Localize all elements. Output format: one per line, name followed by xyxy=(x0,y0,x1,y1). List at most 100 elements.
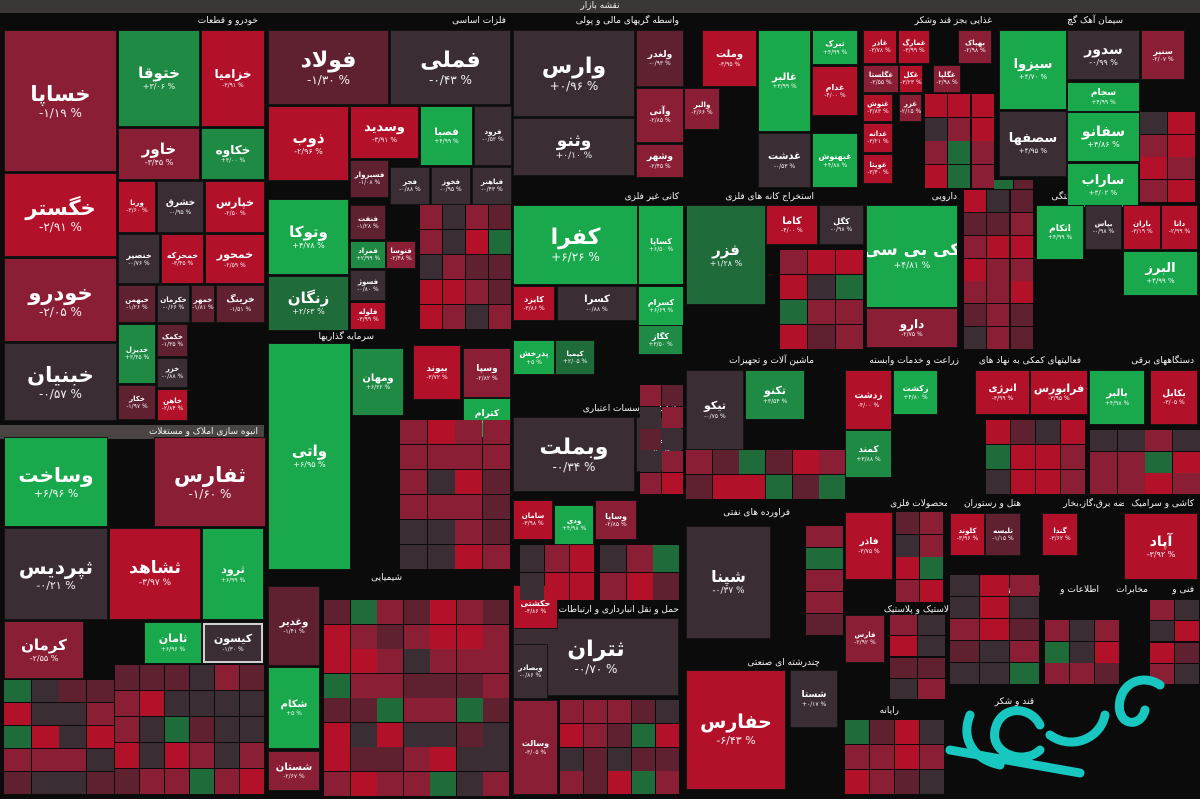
small-tile[interactable] xyxy=(420,280,442,304)
small-tile[interactable] xyxy=(1061,420,1085,444)
treemap-tile[interactable]: فجر -۰/۸۸ % xyxy=(390,167,430,205)
small-tile[interactable] xyxy=(948,141,970,164)
treemap-tile[interactable]: خزر -۰/۸۸ % xyxy=(157,358,188,388)
small-tile[interactable] xyxy=(890,615,917,635)
small-tile[interactable] xyxy=(1011,304,1033,326)
treemap-tile[interactable]: خزامیا -۳/۹۱ % xyxy=(201,30,265,127)
treemap-tile[interactable]: غگلپا -۲/۹۸ % xyxy=(933,65,961,93)
small-tile[interactable] xyxy=(925,94,947,117)
small-tile[interactable] xyxy=(351,698,377,722)
treemap-tile[interactable]: ثرود +۶/۹۹ % xyxy=(202,528,264,620)
small-tile[interactable] xyxy=(1150,664,1174,684)
small-tile[interactable] xyxy=(489,305,511,329)
treemap-tile[interactable]: وغدیر -۱/۴۱ % xyxy=(268,586,320,666)
treemap-tile[interactable]: دارو -۲/۷۵ % xyxy=(866,308,958,348)
small-tile[interactable] xyxy=(980,597,1009,618)
treemap-tile[interactable]: غدام -۴/۰۰ % xyxy=(812,66,858,116)
treemap-tile[interactable]: زنگان +۲/۶۳ % xyxy=(268,276,349,331)
treemap-tile[interactable]: زکشت +۴/۸۰ % xyxy=(893,370,938,415)
small-tile[interactable] xyxy=(584,748,607,771)
treemap-tile[interactable]: فمراد +۲/۹۹ % xyxy=(350,241,386,269)
small-tile[interactable] xyxy=(190,665,214,690)
small-tile[interactable] xyxy=(545,573,569,600)
small-tile[interactable] xyxy=(1173,452,1200,473)
treemap-tile[interactable]: ودی +۴/۹۸ % xyxy=(554,505,594,545)
small-tile[interactable] xyxy=(994,180,1013,189)
small-tile[interactable] xyxy=(377,747,403,771)
small-tile[interactable] xyxy=(324,747,350,771)
small-tile[interactable] xyxy=(1011,470,1035,494)
treemap-tile[interactable]: فنفت -۱/۲۸ % xyxy=(350,205,386,240)
treemap-tile[interactable]: خبنیان -۰/۵۷ % xyxy=(4,343,117,421)
small-tile[interactable] xyxy=(404,625,430,649)
treemap-tile[interactable]: والبر -۲/۶۶ % xyxy=(684,88,720,130)
treemap-tile[interactable]: تکنو +۳/۵۴ % xyxy=(745,370,805,420)
small-tile[interactable] xyxy=(836,325,863,349)
small-tile[interactable] xyxy=(1011,259,1033,281)
small-tile[interactable] xyxy=(430,772,456,796)
treemap-tile[interactable]: غزر -۲/۱۵ % xyxy=(899,94,922,122)
small-tile[interactable] xyxy=(466,255,488,279)
small-tile[interactable] xyxy=(895,720,919,744)
treemap-tile[interactable]: ورنا -۳/۶۰ % xyxy=(118,181,156,233)
small-tile[interactable] xyxy=(545,545,569,572)
treemap-tile[interactable]: گندا -۳/۶۲ % xyxy=(1042,513,1078,556)
small-tile[interactable] xyxy=(600,545,626,572)
small-tile[interactable] xyxy=(1145,430,1172,451)
small-tile[interactable] xyxy=(1118,473,1145,494)
treemap-tile[interactable]: شکام +۵ % xyxy=(268,667,320,749)
small-tile[interactable] xyxy=(964,281,986,303)
treemap-tile[interactable]: سصفها +۴/۹۵ % xyxy=(999,111,1067,177)
small-tile[interactable] xyxy=(1168,135,1195,157)
small-tile[interactable] xyxy=(32,703,59,725)
small-tile[interactable] xyxy=(215,743,239,768)
treemap-tile[interactable]: کرمان -۲/۵۵ % xyxy=(4,621,84,679)
small-tile[interactable] xyxy=(972,94,994,117)
small-tile[interactable] xyxy=(32,772,59,794)
small-tile[interactable] xyxy=(400,420,427,444)
treemap-tile[interactable]: ثفارس -۱/۶۰ % xyxy=(154,437,266,527)
small-tile[interactable] xyxy=(1090,452,1117,473)
small-tile[interactable] xyxy=(165,717,189,742)
treemap-tile[interactable]: شستا +۰/۱۷ % xyxy=(790,670,838,728)
small-tile[interactable] xyxy=(87,703,114,725)
treemap-tile[interactable]: سنیر -۲/۰۷ % xyxy=(1141,30,1185,80)
small-tile[interactable] xyxy=(780,250,807,274)
small-tile[interactable] xyxy=(420,205,442,229)
small-tile[interactable] xyxy=(404,698,430,722)
small-tile[interactable] xyxy=(115,769,139,794)
treemap-tile[interactable]: کگاز +۳/۵۰ % xyxy=(638,325,683,355)
small-tile[interactable] xyxy=(466,230,488,254)
treemap-tile[interactable]: کیسون -۱/۳۰ % xyxy=(202,622,264,664)
small-tile[interactable] xyxy=(964,190,986,212)
small-tile[interactable] xyxy=(483,470,510,494)
small-tile[interactable] xyxy=(819,475,845,499)
small-tile[interactable] xyxy=(140,717,164,742)
small-tile[interactable] xyxy=(808,275,835,299)
small-tile[interactable] xyxy=(377,723,403,747)
small-tile[interactable] xyxy=(608,724,631,747)
small-tile[interactable] xyxy=(656,700,679,723)
small-tile[interactable] xyxy=(1070,620,1094,641)
treemap-tile[interactable]: وبملت -۰/۳۴ % xyxy=(513,417,635,492)
small-tile[interactable] xyxy=(400,445,427,469)
treemap-tile[interactable]: ساراب +۳/۰۲ % xyxy=(1067,163,1139,208)
treemap-tile[interactable]: تبرک +۴/۹۹ % xyxy=(812,30,858,65)
small-tile[interactable] xyxy=(377,600,403,624)
small-tile[interactable] xyxy=(950,619,979,640)
treemap-tile[interactable]: ومهان +۶/۲۲ % xyxy=(352,348,404,416)
treemap-tile[interactable]: خودرو -۲/۰۵ % xyxy=(4,258,117,342)
treemap-tile[interactable]: خنصیر -۰/۷۶ % xyxy=(118,234,160,284)
small-tile[interactable] xyxy=(987,190,1009,212)
treemap-tile[interactable]: سامان -۳/۹۸ % xyxy=(513,500,553,540)
small-tile[interactable] xyxy=(377,674,403,698)
small-tile[interactable] xyxy=(584,724,607,747)
small-tile[interactable] xyxy=(324,625,350,649)
treemap-tile[interactable]: انرژی -۳/۹۹ % xyxy=(975,370,1030,415)
treemap-tile[interactable]: خاهن -۲/۸۴ % xyxy=(157,389,188,421)
small-tile[interactable] xyxy=(455,420,482,444)
treemap-tile[interactable]: غکل -۳/۲۳ % xyxy=(899,65,923,93)
small-tile[interactable] xyxy=(1140,112,1167,134)
treemap-tile[interactable]: خگستر -۲/۹۱ % xyxy=(4,173,117,257)
small-tile[interactable] xyxy=(600,573,626,600)
